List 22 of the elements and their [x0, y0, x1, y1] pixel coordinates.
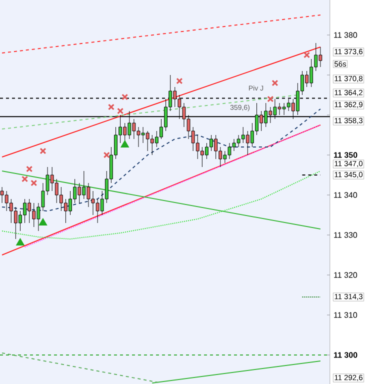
point: [176, 78, 183, 84]
y-tick-label: 11 330: [334, 232, 358, 238]
point: [304, 52, 310, 58]
point: [117, 108, 124, 114]
y-tick-label: 11 310: [334, 312, 358, 318]
y-tick-label: 11 380: [334, 32, 358, 38]
point: [122, 94, 128, 100]
point: [103, 152, 110, 158]
y-tick-label: 11 350: [334, 152, 358, 158]
y-tick-label: 11 320: [334, 272, 358, 278]
point: [16, 238, 24, 246]
point: [39, 218, 47, 226]
point: [267, 96, 274, 102]
point: [22, 176, 28, 182]
point: [30, 180, 38, 186]
point: [121, 140, 129, 148]
y-tick-label: 11 340: [334, 192, 358, 198]
point: [26, 166, 33, 172]
point: [272, 80, 278, 86]
y-tick-label: 11 300: [334, 352, 358, 358]
point: [40, 148, 46, 154]
point: [108, 104, 114, 110]
